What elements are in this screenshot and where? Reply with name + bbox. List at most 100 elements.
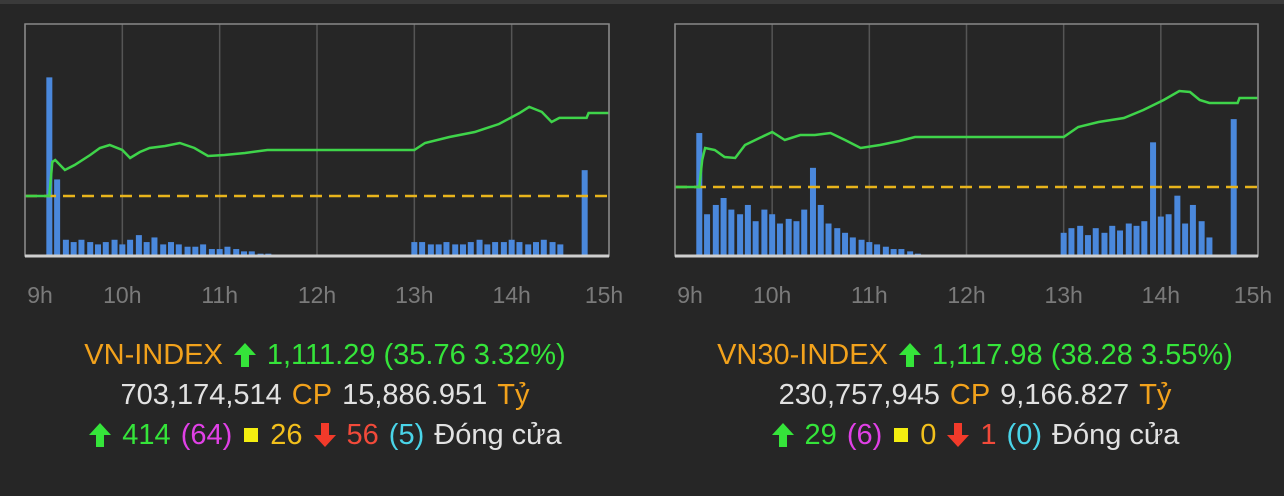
value-unit: Tỷ <box>497 379 530 412</box>
volume-bar <box>704 214 711 256</box>
volume-bar <box>216 249 223 256</box>
down-icon <box>313 423 336 448</box>
volume-bar <box>752 221 759 256</box>
volume-bar <box>184 246 191 256</box>
volume-bar <box>200 244 207 256</box>
volume-bar <box>1157 216 1164 256</box>
volume-bar <box>135 235 142 256</box>
volume-bar <box>1084 235 1091 256</box>
volume-bar <box>882 246 889 256</box>
summary-row: VN30-INDEX 1,117.98 (38.28 3.55%) <box>650 336 1284 373</box>
quote: 1,111.29 (35.76 3.32%) <box>266 339 566 372</box>
volume-bar <box>460 244 466 256</box>
summary-row: 230,757,945 CP 9,166.827 Tỷ <box>650 376 1284 413</box>
trade-value: 9,166.827 <box>1000 379 1130 412</box>
x-tick-label: 9h <box>27 282 53 308</box>
volume-bar <box>1165 214 1172 256</box>
x-tick-label: 10h <box>103 282 141 308</box>
value-unit: Tỷ <box>1139 379 1172 412</box>
top-strip <box>0 0 1284 4</box>
x-tick-label: 13h <box>395 282 433 308</box>
index-name: VN30-INDEX <box>717 339 888 372</box>
volume-bar <box>728 209 735 256</box>
volume-bar <box>1174 195 1181 256</box>
volume-shares: 703,174,514 <box>120 379 282 412</box>
volume-bar <box>62 239 69 256</box>
x-tick-label: 11h <box>851 282 888 308</box>
index-name: VN-INDEX <box>84 339 223 372</box>
quote: 1,117.98 (38.28 3.55%) <box>931 339 1233 372</box>
volume-bar <box>248 251 255 256</box>
summary-row: VN-INDEX 1,111.29 (35.76 3.32%) <box>0 336 650 373</box>
volume-bar <box>500 242 507 256</box>
volume-bar <box>70 242 77 256</box>
index-line <box>25 105 609 198</box>
volume-bar <box>744 204 751 256</box>
volume-bar <box>1206 237 1213 256</box>
volume-bar <box>208 249 215 256</box>
shares-unit: CP <box>291 379 333 412</box>
ceiling: (6) <box>846 419 883 452</box>
volume-bar <box>1125 223 1132 256</box>
floor: (5) <box>388 419 425 452</box>
volume-bar <box>443 242 450 256</box>
volume-bar <box>241 251 247 256</box>
x-tick-label: 14h <box>1142 282 1180 308</box>
volume-bar <box>427 244 434 256</box>
status: Đóng cửa <box>434 419 562 452</box>
volume-bar <box>525 244 532 256</box>
volume-bar <box>858 239 865 256</box>
volume-bar <box>435 244 442 256</box>
volume-bar <box>825 223 832 256</box>
volume-bar <box>549 242 556 256</box>
volume-bar <box>533 242 539 256</box>
volume-shares: 230,757,945 <box>778 379 940 412</box>
ceiling: (64) <box>180 419 233 452</box>
volume-bar <box>720 198 727 256</box>
square-icon <box>894 428 909 443</box>
volume-bar <box>785 218 792 256</box>
x-tick-label: 14h <box>492 282 530 308</box>
volume-bar <box>151 237 158 256</box>
volume-bar <box>160 244 167 256</box>
volume-bar <box>1077 225 1084 256</box>
summary-row: 703,174,514 CP 15,886.951 Tỷ <box>0 376 650 413</box>
up-icon <box>233 343 256 368</box>
volume-bar <box>192 246 199 256</box>
volume-bar <box>1101 232 1108 256</box>
volume-bar <box>95 244 101 256</box>
volume-bar <box>1198 221 1205 256</box>
volume-bar <box>1060 232 1067 256</box>
volume-bar <box>175 244 182 256</box>
volume-bar <box>581 170 588 256</box>
volume-bar <box>1092 228 1099 256</box>
volume-bar <box>492 242 499 256</box>
volume-bar <box>866 242 873 256</box>
volume-bar <box>476 239 483 256</box>
volume-bar <box>516 242 523 256</box>
volume-bar <box>801 209 808 256</box>
volume-bar <box>540 239 547 256</box>
volume-bar <box>890 249 897 256</box>
volume-bar <box>849 237 856 256</box>
volume-bar <box>712 204 719 256</box>
declines: 1 <box>980 419 997 452</box>
volume-bar <box>1133 225 1140 256</box>
square-icon <box>244 428 259 443</box>
declines: 56 <box>346 419 379 452</box>
volume-bar <box>834 228 841 256</box>
volume-bar <box>1117 230 1124 256</box>
up-icon <box>898 343 921 368</box>
summary-row: 29 (6) 0 1 (0) Đóng cửa <box>650 416 1284 453</box>
volume-bar <box>87 242 94 256</box>
volume-bar <box>78 239 85 256</box>
volume-bar <box>737 214 744 256</box>
x-tick-label: 11h <box>201 282 238 308</box>
volume-bar <box>1109 225 1116 256</box>
volume-bar <box>776 223 783 256</box>
summary-row: 414 (64) 26 56 (5) Đóng cửa <box>0 416 650 453</box>
volume-bar <box>54 179 61 256</box>
advances: 29 <box>804 419 837 452</box>
